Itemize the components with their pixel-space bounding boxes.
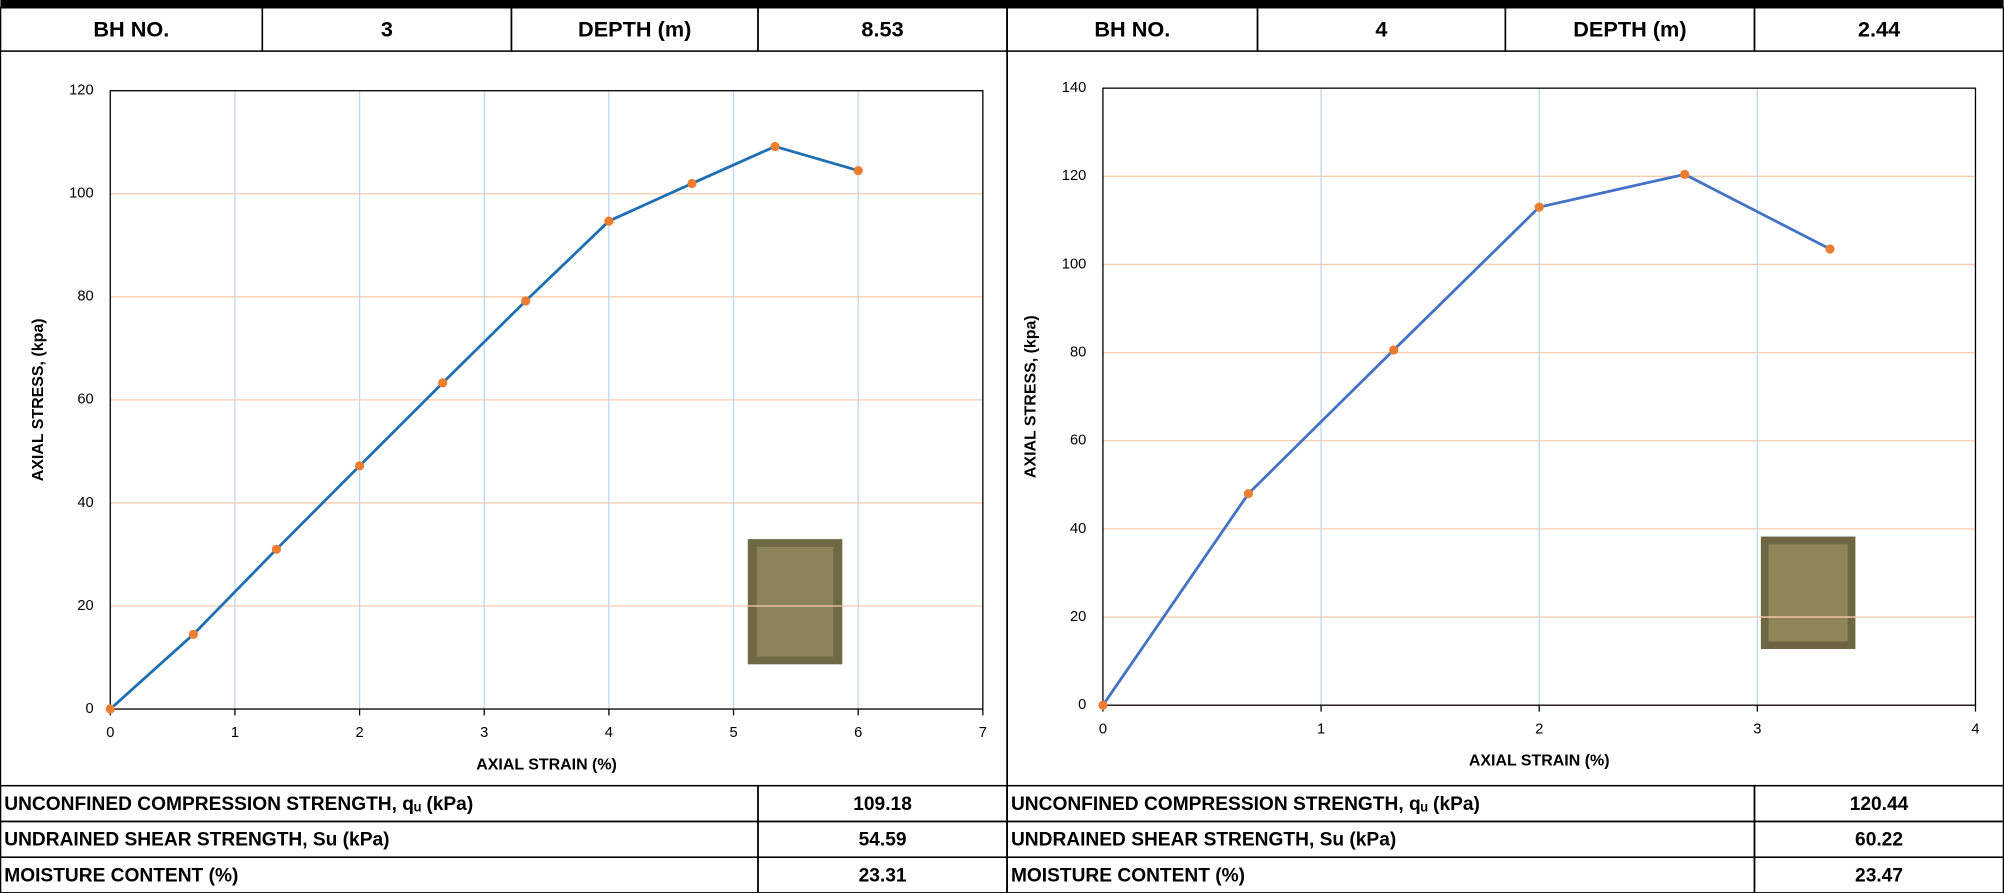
data-point <box>105 704 115 714</box>
data-point <box>1098 700 1108 710</box>
x-tick-label: 3 <box>480 725 488 741</box>
result-label: UNCONFINED COMPRESSION STRENGTH, qᵤ (kPa… <box>1011 794 1480 815</box>
y-tick-label: 60 <box>77 392 93 408</box>
data-point <box>1389 345 1399 355</box>
y-tick-label: 40 <box>1070 521 1086 537</box>
y-tick-label: 100 <box>69 186 94 202</box>
y-tick-label: 120 <box>69 83 94 99</box>
x-axis-title: AXIAL STRAIN (%) <box>476 756 617 773</box>
y-tick-label: 20 <box>77 598 93 614</box>
result-value: 60.22 <box>1855 830 1903 851</box>
data-point <box>1534 202 1544 212</box>
x-tick-label: 2 <box>1535 721 1543 737</box>
data-point <box>687 178 697 189</box>
top-bar <box>0 0 2004 8</box>
y-tick-label: 20 <box>1070 609 1086 625</box>
result-value: 109.18 <box>853 794 912 815</box>
data-point <box>354 461 365 471</box>
data-point <box>1243 489 1254 499</box>
data-point <box>521 296 531 306</box>
result-label: UNCONFINED COMPRESSION STRENGTH, qᵤ (kPa… <box>4 794 473 815</box>
y-tick-label: 140 <box>1062 80 1087 96</box>
data-point <box>1825 244 1835 254</box>
y-tick-label: 100 <box>1062 256 1087 272</box>
y-tick-label: 60 <box>1070 433 1086 449</box>
y-tick-label: 80 <box>77 289 93 305</box>
y-tick-label: 120 <box>1062 168 1087 184</box>
plot-frame <box>1102 87 1977 706</box>
header-text: DEPTH (m) <box>1573 16 1686 41</box>
data-point <box>770 141 780 152</box>
y-axis-title: AXIAL STRESS, (kpa) <box>30 318 47 481</box>
x-tick-label: 0 <box>106 725 114 741</box>
x-tick-label: 7 <box>979 725 987 741</box>
data-point <box>188 629 199 639</box>
x-tick-label: 6 <box>854 725 862 741</box>
x-tick-label: 3 <box>1753 721 1761 737</box>
header-text: BH NO. <box>93 16 169 41</box>
x-tick-label: 2 <box>355 725 363 741</box>
x-tick-label: 4 <box>605 725 613 741</box>
header-text: 4 <box>1375 16 1387 41</box>
x-tick-label: 1 <box>1317 721 1325 737</box>
plot-frame <box>109 90 984 710</box>
data-point <box>271 544 282 554</box>
y-tick-label: 40 <box>77 495 93 511</box>
data-point <box>853 165 863 176</box>
x-axis-title: AXIAL STRAIN (%) <box>1469 753 1610 770</box>
data-point <box>604 216 614 226</box>
y-tick-label: 0 <box>85 701 93 717</box>
header-text: 2.44 <box>1858 16 1900 41</box>
result-label: UNDRAINED SHEAR STRENGTH, Su (kPa) <box>4 830 389 851</box>
header-text: DEPTH (m) <box>578 16 691 41</box>
result-label: UNDRAINED SHEAR STRENGTH, Su (kPa) <box>1011 830 1396 851</box>
y-tick-label: 0 <box>1078 697 1086 713</box>
sample-photo-core <box>756 546 834 657</box>
x-tick-label: 1 <box>231 725 239 741</box>
result-label: MOISTURE CONTENT (%) <box>1011 865 1245 886</box>
result-value: 23.31 <box>859 865 907 886</box>
data-line <box>1101 172 1831 706</box>
header-text: BH NO. <box>1094 16 1170 41</box>
result-value: 120.44 <box>1850 794 1909 815</box>
x-tick-label: 5 <box>729 725 737 741</box>
y-tick-label: 80 <box>1070 344 1086 360</box>
data-line <box>109 144 859 711</box>
x-tick-label: 0 <box>1099 721 1107 737</box>
result-value: 23.47 <box>1855 865 1903 886</box>
data-point <box>1680 169 1690 179</box>
header-text: 8.53 <box>861 16 903 41</box>
data-point <box>438 378 448 388</box>
y-axis-title: AXIAL STRESS, (kpa) <box>1023 315 1040 478</box>
result-value: 54.59 <box>859 830 907 851</box>
header-text: 3 <box>381 16 393 41</box>
sample-photo-core <box>1768 544 1848 642</box>
x-tick-label: 4 <box>1971 721 1979 737</box>
result-label: MOISTURE CONTENT (%) <box>4 865 238 886</box>
